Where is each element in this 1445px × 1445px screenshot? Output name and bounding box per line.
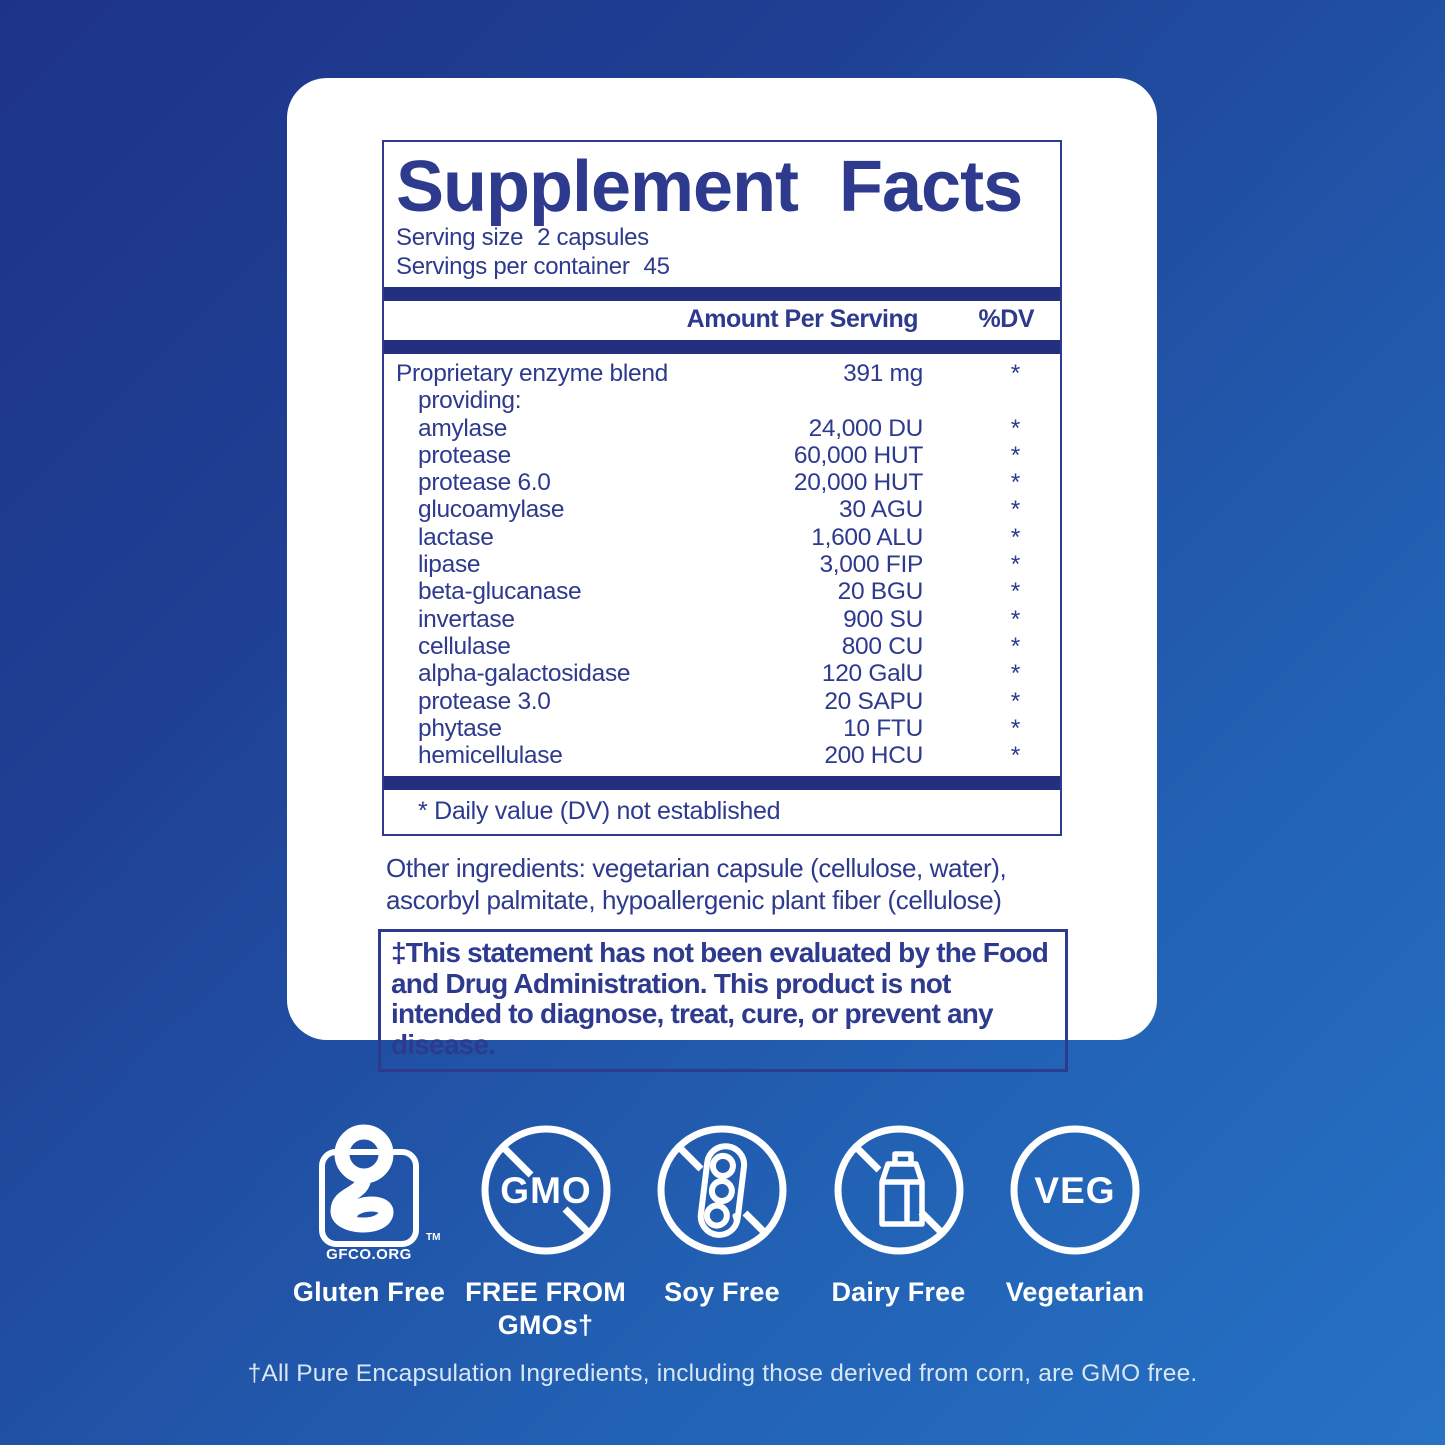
gfco-gluten-free-icon: GFCO.ORG TM [298,1118,440,1266]
svg-text:VEG: VEG [1034,1170,1115,1211]
fda-disclaimer-box: ‡This statement has not been evaluated b… [378,929,1068,1073]
spacer [396,305,558,333]
fact-row: invertase 900 SU * [418,605,1020,633]
svg-text:TM: TM [426,1232,440,1243]
badge-label: Gluten Free [292,1277,446,1307]
serving-size-value: 2 capsules [537,224,649,251]
divider-bar [384,776,1060,791]
percent-dv-header: %DV [978,305,1035,333]
supplement-facts-panel: Supplement Facts Serving size 2 capsules… [382,140,1062,837]
svg-text:GMO: GMO [500,1170,591,1211]
badge-dairy-free: Dairy Free [813,1118,985,1342]
fact-row: hemicellulase 200 HCU * [418,742,1020,770]
label-card: Supplement Facts Serving size 2 capsules… [287,78,1157,1073]
no-gmo-icon: GMO [476,1118,616,1266]
servings-per-container-line: Servings per container 45 [396,253,1048,280]
fact-row: protease 6.0 20,000 HUT * [418,469,1020,497]
badge-label: Dairy Free [831,1277,966,1307]
servings-per-container-value: 45 [643,253,670,280]
fact-row: phytase 10 FTU * [418,714,1020,742]
servings-per-container-label: Servings per container [396,253,630,280]
certification-badges-row: GFCO.ORG TM Gluten Free GMO FREE FROM GM… [283,1118,1161,1342]
serving-size-label: Serving size [396,224,524,251]
facts-column-headers: Amount Per Serving %DV [396,305,1048,333]
fact-row: providing: [418,387,522,415]
fact-row: cellulase 800 CU * [418,632,1020,660]
serving-size-line: Serving size 2 capsules [396,224,1048,251]
fact-row: protease 3.0 20 SAPU * [418,687,1020,715]
other-ingredients-text: Other ingredients: vegetarian capsule (c… [386,853,1007,916]
badge-gmo-free: GMO FREE FROM GMOs† [460,1118,632,1342]
soy-free-icon [652,1118,792,1266]
fact-row: glucoamylase 30 AGU * [418,496,1020,524]
badge-vegetarian: VEG Vegetarian [989,1118,1161,1342]
divider-bar [384,287,1060,301]
badge-label: FREE FROM GMOs† [465,1277,626,1340]
badge-label: Vegetarian [1005,1277,1145,1307]
badge-soy-free: Soy Free [636,1118,808,1342]
fact-row: alpha-galactosidase 120 GalU * [418,660,1020,688]
vegetarian-icon: VEG [1005,1118,1145,1266]
daily-value-note: * Daily value (DV) not established [418,797,781,826]
svg-text:GFCO.ORG: GFCO.ORG [326,1246,412,1263]
supplement-facts-title: Supplement Facts [396,147,1023,227]
facts-rows: Proprietary enzyme blend 391 mg * providing… [396,360,1048,769]
badge-label: Soy Free [664,1277,780,1307]
fact-row: lactase 1,600 ALU * [418,523,1020,551]
fact-row: lipase 3,000 FIP * [418,551,1020,579]
fact-row: beta-glucanase 20 BGU * [418,578,1020,606]
badge-gluten-free: GFCO.ORG TM Gluten Free [283,1118,455,1342]
gmo-footnote: †All Pure Encapsulation Ingredients, inc… [247,1360,1198,1387]
fact-row: amylase 24,000 DU * [418,414,1020,442]
fact-row: protease 60,000 HUT * [418,441,1020,469]
divider-bar [384,340,1060,354]
fact-row: Proprietary enzyme blend 391 mg * [396,360,1020,387]
dairy-free-icon [829,1118,969,1266]
amount-per-serving-header: Amount Per Serving [686,305,919,333]
